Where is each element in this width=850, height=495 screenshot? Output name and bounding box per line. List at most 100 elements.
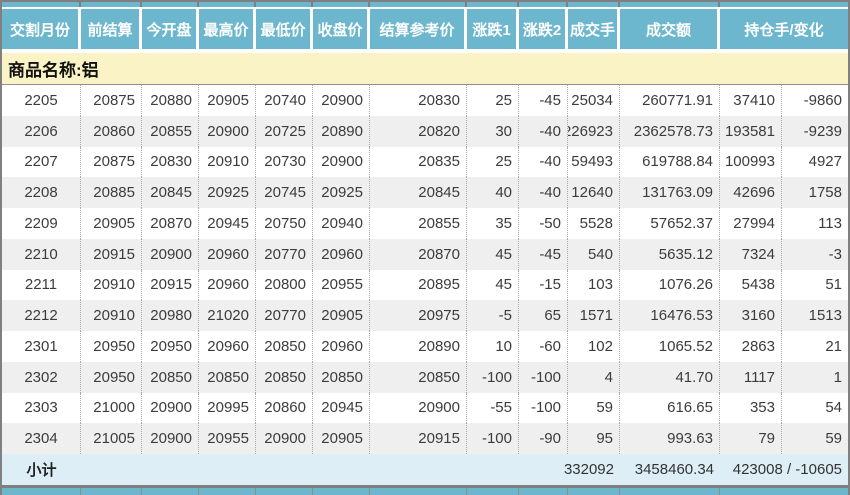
table-row[interactable]: 2301 20950 20950 20960 20850 20960 20890… [2,331,848,362]
cell-high: 20960 [199,269,256,301]
strip-cell [142,488,199,495]
table-row[interactable]: 2304 21005 20900 20955 20900 20905 20915… [2,423,848,454]
strip-cell [568,488,620,495]
cell-close: 20925 [313,177,370,208]
column-header-settlement-ref[interactable]: 结算参考价 [370,9,467,49]
cell-volume: 226923 [568,115,620,147]
table-row[interactable]: 2209 20905 20870 20945 20750 20940 20855… [2,208,848,239]
cell-low: 20860 [256,392,313,424]
strip-cell [467,2,519,7]
table-row[interactable]: 2302 20950 20850 20850 20850 20850 20850… [2,361,848,393]
cell-open-interest: 2863 [720,331,782,362]
cell-turnover: 41.70 [620,361,720,393]
cell-prev-settlement: 21000 [81,392,142,424]
table-row[interactable]: 2208 20885 20845 20925 20745 20925 20845… [2,177,848,208]
cell-settlement-ref: 20870 [370,238,467,270]
column-header-volume[interactable]: 成交手 [568,9,620,49]
cell-open: 20950 [142,331,199,362]
cell-oi-change: 21 [825,337,842,355]
cell-close: 20900 [313,146,370,178]
cell-open-interest: 100993 [720,146,782,178]
cell-oi-change: 59 [825,430,842,448]
table-row[interactable]: 2206 20860 20855 20900 20725 20890 20820… [2,115,848,147]
cell-oi-change: -3 [828,245,842,263]
strip-cell [720,2,848,7]
cell-high: 21020 [199,300,256,331]
cell-turnover: 57652.37 [620,208,720,239]
cell-high: 20910 [199,146,256,178]
column-header-delivery-month[interactable]: 交割月份 [2,9,81,49]
cell-volume: 95 [568,423,620,454]
cell-oi-change: 51 [825,276,842,294]
cell-volume: 59 [568,392,620,424]
cell-oi-change: 113 [818,214,842,232]
table-row[interactable]: 2207 20875 20830 20910 20730 20900 20835… [2,146,848,178]
cell-change1: 40 [467,177,519,208]
cell-settlement-ref: 20900 [370,392,467,424]
cell-prev-settlement: 20910 [81,300,142,331]
column-header-open-interest-change[interactable]: 持仓手/变化 [720,9,848,49]
column-header-change1[interactable]: 涨跌1 [467,9,519,49]
cell-oi-change: 1758 [808,184,842,202]
subtotal-turnover: 3458460.34 [634,461,714,478]
cell-high: 20955 [199,423,256,454]
strip-cell [313,2,370,7]
cell-open: 20855 [142,115,199,147]
cell-volume: 12640 [568,177,620,208]
cell-open-interest: 1117 [720,361,782,393]
cell-change1: -5 [467,300,519,331]
cell-low: 20850 [256,361,313,393]
subtotal-volume: 332092 [563,461,614,478]
cell-open-interest: 42696 [720,177,782,208]
cell-low: 20750 [256,208,313,239]
cell-open: 20830 [142,146,199,178]
cell-high: 20900 [199,115,256,147]
cell-open: 20870 [142,208,199,239]
column-header-change2[interactable]: 涨跌2 [519,9,568,49]
table-row[interactable]: 2211 20910 20915 20960 20800 20955 20895… [2,269,848,301]
cell-low: 20850 [256,331,313,362]
cell-volume: 540 [568,238,620,270]
cell-close: 20940 [313,208,370,239]
cell-high: 20995 [199,392,256,424]
cell-turnover: 1065.52 [620,331,720,362]
column-header-turnover[interactable]: 成交额 [620,9,720,49]
cell-close: 20905 [313,300,370,331]
strip-cell [81,2,142,7]
cell-change1: 25 [467,146,519,178]
table-row[interactable]: 2210 20915 20900 20960 20770 20960 20870… [2,238,848,270]
cell-open: 20900 [142,238,199,270]
strip-cell [370,2,467,7]
cell-volume: 4 [568,361,620,393]
cell-change1: -55 [467,392,519,424]
cell-high: 20850 [199,361,256,393]
column-header-low[interactable]: 最低价 [256,9,313,49]
cell-open: 20850 [142,361,199,393]
cell-close: 20900 [313,85,370,116]
cell-delivery-month: 2211 [2,269,81,301]
cell-delivery-month: 2206 [2,115,81,147]
cell-low: 20900 [256,423,313,454]
column-header-open[interactable]: 今开盘 [142,9,199,49]
cell-prev-settlement: 20905 [81,208,142,239]
column-header-high[interactable]: 最高价 [199,9,256,49]
strip-cell [370,488,467,495]
cell-low: 20740 [256,85,313,116]
table-row[interactable]: 2205 20875 20880 20905 20740 20900 20830… [2,85,848,116]
cell-low: 20725 [256,115,313,147]
strip-cell [720,488,848,495]
column-header-prev-settlement[interactable]: 前结算 [81,9,142,49]
cell-high: 20925 [199,177,256,208]
column-header-close[interactable]: 收盘价 [313,9,370,49]
cell-turnover: 5635.12 [620,238,720,270]
table-row[interactable]: 2212 20910 20980 21020 20770 20905 20975… [2,300,848,331]
strip-cell [519,488,568,495]
table-row[interactable]: 2303 21000 20900 20995 20860 20945 20900… [2,392,848,424]
quote-rows: 2205 20875 20880 20905 20740 20900 20830… [2,85,848,454]
cell-delivery-month: 2207 [2,146,81,178]
cell-prev-settlement: 20950 [81,361,142,393]
cell-delivery-month: 2205 [2,85,81,116]
cell-change2: -100 [519,392,568,424]
cell-high: 20905 [199,85,256,116]
subtotal-open-interest-change: 423008 / -10605 [732,461,842,478]
